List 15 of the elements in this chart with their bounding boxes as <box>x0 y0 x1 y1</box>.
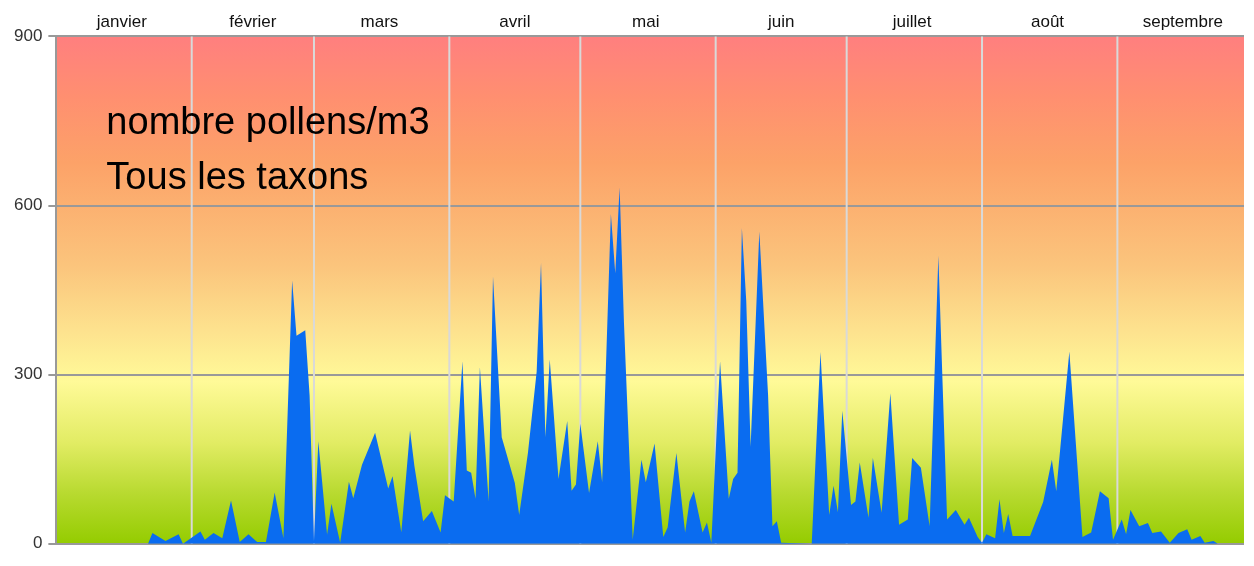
x-tick-label: juin <box>766 11 795 31</box>
y-tick-label: 300 <box>13 364 43 384</box>
x-tick-label: août <box>1030 11 1065 31</box>
x-tick-label: janvier <box>95 11 148 31</box>
annotation: Tous les taxons <box>106 155 369 198</box>
x-tick-label: mars <box>360 11 399 31</box>
y-tick-label: 900 <box>13 26 43 46</box>
x-tick-label: juillet <box>891 11 932 31</box>
x-tick-label: avril <box>499 11 531 31</box>
x-tick-label: septembre <box>1142 11 1224 31</box>
x-tick-label: février <box>229 11 277 31</box>
y-tick-label: 600 <box>13 195 43 215</box>
y-tick-label: 0 <box>32 533 43 553</box>
annotation: nombre pollens/m3 <box>106 100 430 143</box>
x-tick-label: mai <box>632 11 660 31</box>
